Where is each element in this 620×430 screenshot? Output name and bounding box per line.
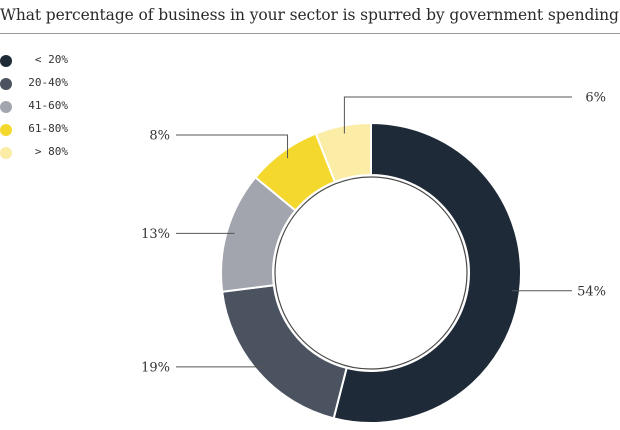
slice-label-group: 54% <box>511 284 606 299</box>
slice-percentage-label: 54% <box>577 284 606 299</box>
legend-label: 41-60% <box>28 99 68 112</box>
donut-hole <box>274 176 468 370</box>
chart-title: What percentage of business in your sect… <box>0 6 620 24</box>
legend-swatch <box>0 101 12 113</box>
slice-label-group: 6% <box>343 91 606 134</box>
legend-swatch <box>0 55 12 67</box>
slice-percentage-label: 8% <box>149 129 170 144</box>
donut-slice <box>314 121 372 184</box>
slice-label-group: 8% <box>149 129 289 159</box>
title-divider <box>0 33 620 34</box>
donut-slice <box>332 121 522 424</box>
legend-swatch <box>0 78 12 90</box>
legend-label: 20-40% <box>28 76 68 89</box>
slice-label-group: 19% <box>141 360 265 375</box>
legend-label: 61-80% <box>28 122 68 135</box>
legend-swatch <box>0 124 12 136</box>
slice-percentage-label: 6% <box>585 91 606 106</box>
legend-label: < 20% <box>34 53 68 66</box>
leader-line <box>343 96 572 134</box>
slice-label-group: 13% <box>141 227 235 242</box>
legend-swatch <box>0 147 12 159</box>
leader-line <box>176 134 289 159</box>
slice-percentage-label: 13% <box>141 227 170 242</box>
slice-percentage-label: 19% <box>141 360 170 375</box>
legend-label: > 80% <box>34 145 68 158</box>
